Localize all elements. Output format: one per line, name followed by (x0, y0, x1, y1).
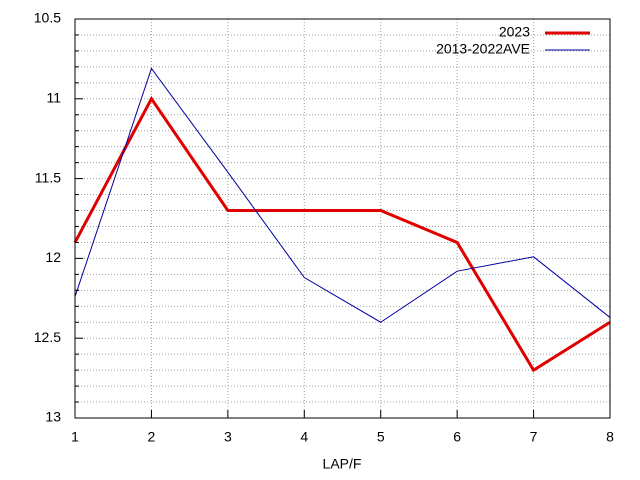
plot (73, 67, 611, 373)
legend-label: 2013-2022AVE (436, 41, 530, 57)
x-tick-label: 3 (224, 429, 232, 445)
series-line (74, 67, 611, 323)
x-tick-label: 8 (606, 429, 614, 445)
y-tick-label: 12 (45, 249, 61, 265)
x-tick-label: 7 (530, 429, 538, 445)
x-tick-label: 2 (148, 429, 156, 445)
legend-label: 2023 (499, 24, 530, 40)
x-tick-label: 6 (453, 429, 461, 445)
x-tick-label: 1 (71, 429, 79, 445)
y-tick-label: 13 (45, 409, 61, 425)
x-tick-label: 4 (300, 429, 308, 445)
y-tick-label: 12.5 (34, 329, 61, 345)
y-tick-label: 10.5 (34, 10, 61, 26)
plot-border (74, 18, 611, 419)
series-line (73, 95, 611, 373)
y-tick-label: 11 (46, 90, 61, 106)
y-tick-label: 11.5 (35, 169, 61, 185)
x-tick-label: 5 (377, 429, 385, 445)
x-axis-label: LAP/F (323, 456, 362, 472)
